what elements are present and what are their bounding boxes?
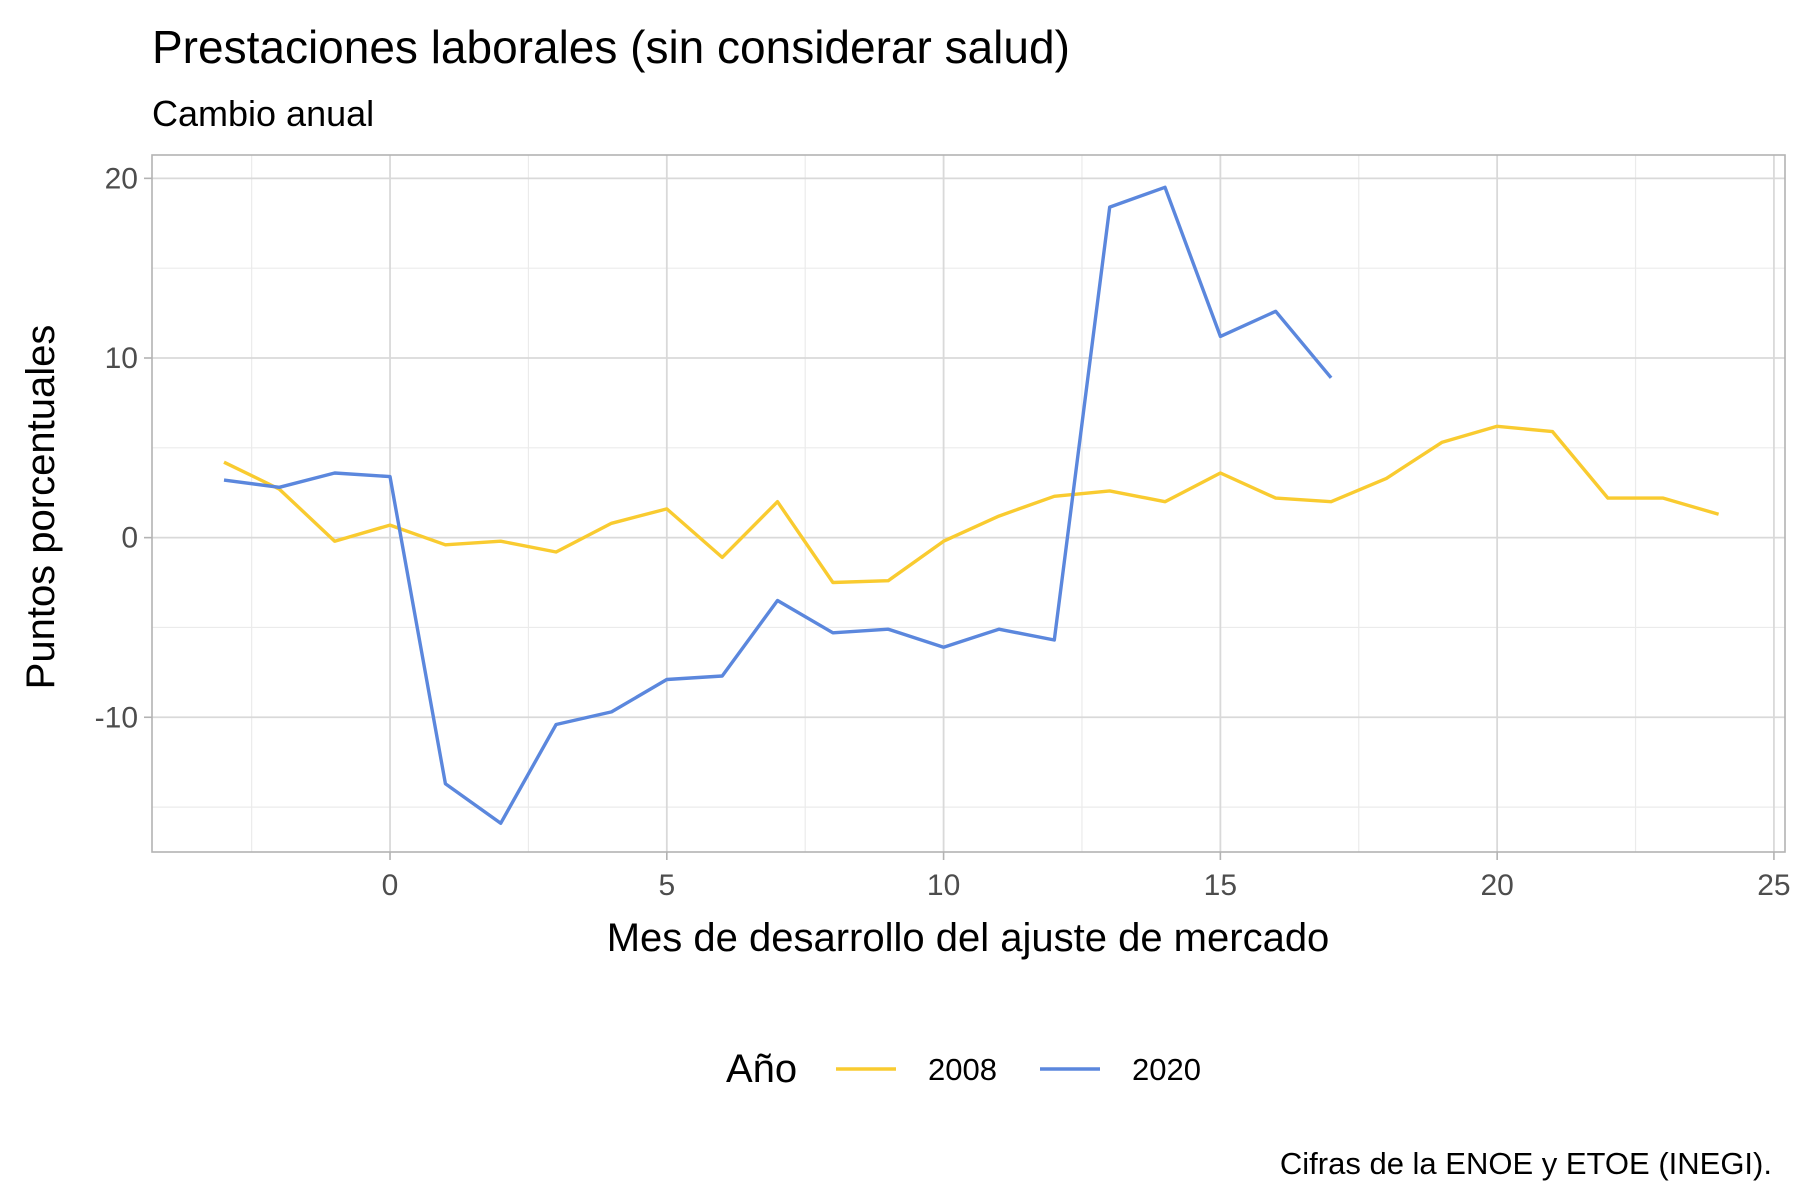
series-line-2008 xyxy=(223,424,1720,585)
y-tick-label: -10 xyxy=(95,701,138,734)
y-tick-label: 0 xyxy=(121,522,138,555)
x-tick-label: 15 xyxy=(1204,869,1237,902)
y-axis-tick-labels: -10 0 10 20 xyxy=(95,162,152,734)
legend: Año 2008 2020 xyxy=(726,1047,1201,1091)
chart-caption: Cifras de la ENOE y ETOE (INEGI). xyxy=(1280,1146,1772,1181)
plot-panel-border xyxy=(151,154,1786,853)
legend-items: 2008 2020 xyxy=(836,1052,1201,1087)
x-axis-tick-labels: 0 5 10 15 20 25 xyxy=(382,852,1791,902)
series-line-2020 xyxy=(223,185,1333,825)
legend-label-2020: 2020 xyxy=(1132,1052,1201,1087)
minor-gridlines xyxy=(152,155,1785,852)
x-axis-title: Mes de desarrollo del ajuste de mercado xyxy=(607,916,1330,960)
legend-label-2008: 2008 xyxy=(928,1052,997,1087)
y-tick-label: 10 xyxy=(105,342,138,375)
y-tick-label: 20 xyxy=(105,162,138,195)
major-gridlines xyxy=(152,155,1785,852)
x-tick-label: 25 xyxy=(1757,869,1790,902)
x-tick-label: 10 xyxy=(927,869,960,902)
chart-title: Prestaciones laborales (sin considerar s… xyxy=(152,21,1070,73)
plot-area xyxy=(151,154,1786,853)
x-tick-label: 5 xyxy=(658,869,675,902)
series-layer xyxy=(223,185,1720,825)
legend-title: Año xyxy=(726,1047,797,1091)
x-tick-label: 0 xyxy=(382,869,399,902)
chart-subtitle: Cambio anual xyxy=(152,93,374,134)
x-tick-label: 20 xyxy=(1480,869,1513,902)
y-axis-title: Puntos porcentuales xyxy=(19,325,63,690)
